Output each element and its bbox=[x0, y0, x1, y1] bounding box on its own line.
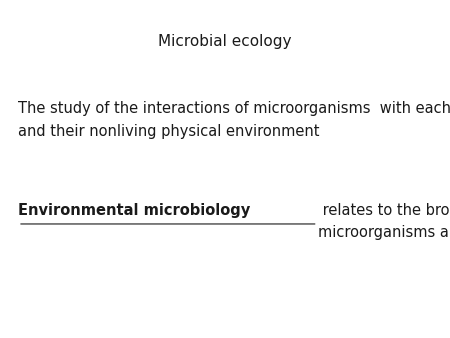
Text: relates to the broad-scale effects
microorganisms and their activities have on t: relates to the broad-scale effects micro… bbox=[318, 203, 450, 240]
Text: Microbial ecology: Microbial ecology bbox=[158, 34, 292, 49]
Text: The study of the interactions of microorganisms  with each other
and their nonli: The study of the interactions of microor… bbox=[18, 101, 450, 139]
Text: Environmental microbiology: Environmental microbiology bbox=[18, 203, 250, 218]
